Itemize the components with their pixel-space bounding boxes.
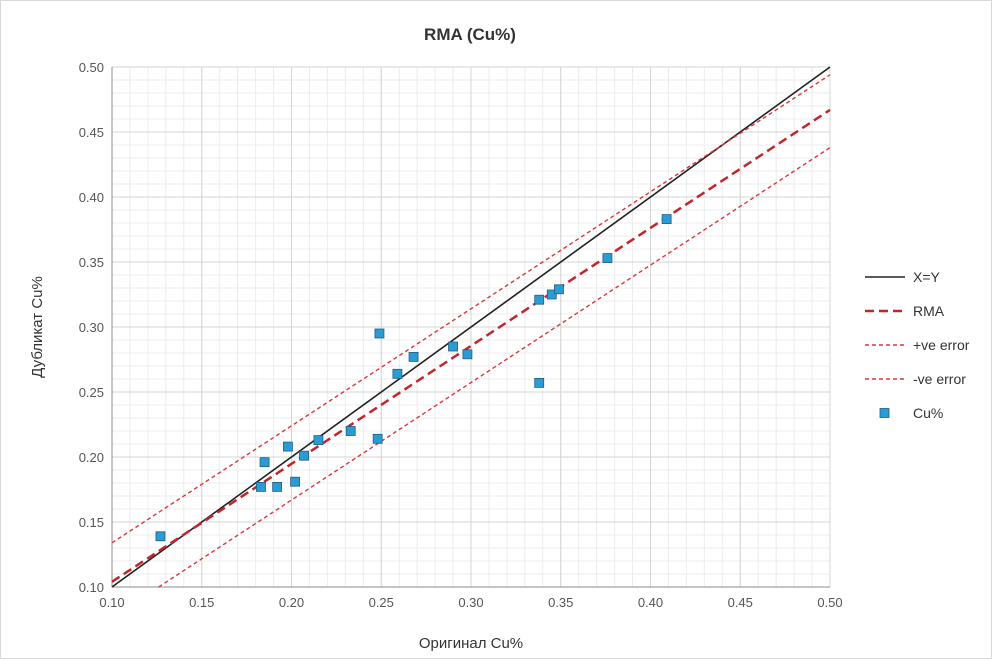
y-tick-label: 0.45 — [79, 125, 104, 140]
data-point — [345, 426, 356, 436]
x-tick-label: 0.40 — [638, 595, 663, 610]
legend-label: -ve error — [913, 371, 966, 387]
x-tick-label: 0.30 — [458, 595, 483, 610]
legend-label: X=Y — [913, 269, 941, 285]
data-point — [283, 441, 293, 452]
legend: X=Y RMA +ve error -ve error Cu% — [865, 269, 970, 421]
data-point — [534, 377, 545, 388]
data-point — [554, 284, 564, 295]
data-point — [372, 433, 383, 444]
x-tick-label: 0.50 — [817, 595, 842, 610]
legend-swatch-cu — [879, 408, 890, 418]
data-point — [448, 341, 458, 352]
data-point — [661, 214, 672, 225]
series-line-x-y — [111, 66, 831, 588]
data-point — [313, 435, 324, 446]
data-point — [534, 294, 545, 305]
data-point — [272, 481, 283, 492]
legend-label: RMA — [913, 303, 945, 319]
data-point — [299, 450, 309, 461]
series-line-ve-error — [158, 147, 831, 588]
data-point — [290, 476, 300, 487]
legend-label: Cu% — [913, 405, 943, 421]
axes: 0.10 0.15 0.20 0.25 0.30 0.35 0.40 0.45 0.50 0.10… — [79, 60, 843, 610]
chart-title: RMA (Cu%) — [424, 25, 516, 44]
y-tick-label: 0.20 — [79, 450, 104, 465]
data-point — [374, 328, 385, 339]
x-tick-label: 0.35 — [548, 595, 573, 610]
data-point — [408, 351, 419, 362]
data-point — [392, 368, 403, 379]
series-layer — [111, 66, 831, 588]
data-point — [546, 289, 557, 300]
data-point — [256, 481, 266, 492]
y-tick-label: 0.50 — [79, 60, 104, 75]
y-tick-label: 0.15 — [79, 515, 104, 530]
x-tick-label: 0.10 — [99, 595, 124, 610]
data-point — [602, 253, 613, 264]
data-point — [462, 349, 473, 360]
series-line-ve-error — [111, 74, 831, 544]
x-tick-label: 0.15 — [189, 595, 214, 610]
x-tick-label: 0.20 — [279, 595, 304, 610]
data-point — [259, 457, 270, 468]
y-tick-label: 0.35 — [79, 255, 104, 270]
x-tick-label: 0.25 — [369, 595, 394, 610]
y-tick-label: 0.10 — [79, 580, 104, 595]
y-tick-label: 0.30 — [79, 320, 104, 335]
data-point — [155, 531, 166, 542]
legend-label: +ve error — [913, 337, 970, 353]
series-line-rma — [111, 108, 831, 583]
y-axis-label: Дубликат Cu% — [29, 276, 46, 378]
y-tick-label: 0.25 — [79, 385, 104, 400]
x-tick-label: 0.45 — [728, 595, 753, 610]
x-axis-label: Оригинал Cu% — [419, 635, 523, 652]
grid — [111, 66, 831, 588]
y-tick-label: 0.40 — [79, 190, 104, 205]
